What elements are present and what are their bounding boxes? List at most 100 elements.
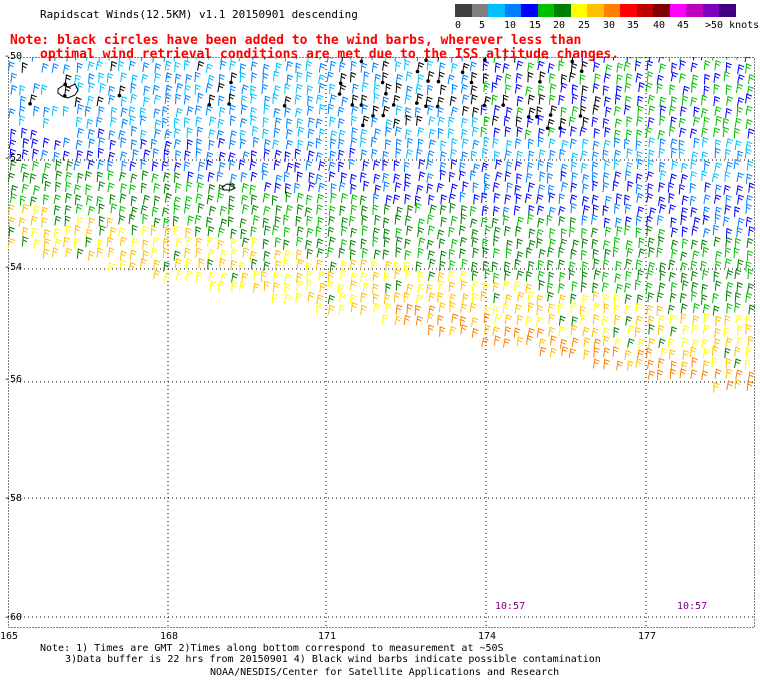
wind-barb: [283, 249, 292, 260]
wind-barb: [646, 225, 653, 237]
wind-barb: [638, 81, 645, 93]
wind-barb: [216, 171, 224, 182]
wind-barb: [275, 204, 283, 216]
wind-barb: [33, 105, 40, 117]
wind-barb: [21, 236, 29, 247]
legend-label: 30: [603, 20, 616, 31]
wind-barb: [437, 96, 445, 107]
wind-barb: [549, 238, 556, 249]
wind-barb: [184, 150, 191, 161]
wind-barb: [143, 85, 151, 96]
wind-barb: [744, 359, 751, 370]
wind-barb: [570, 202, 577, 214]
wind-barb: [491, 94, 498, 106]
wind-barb: [711, 356, 718, 368]
wind-barb: [52, 247, 59, 258]
wind-barb: [404, 193, 411, 205]
wind-barb: [659, 203, 667, 214]
wind-barb: [242, 247, 250, 258]
wind-barb: [296, 272, 303, 283]
wind-barb: [514, 57, 520, 63]
wind-barb: [693, 216, 701, 227]
wind-barb: [263, 280, 270, 292]
wind-barb: [404, 238, 412, 249]
wind-barb: [536, 205, 545, 216]
wind-barb: [404, 249, 412, 260]
wind-barb: [66, 160, 74, 171]
wind-barb: [636, 129, 643, 141]
wind-barb: [592, 358, 600, 369]
wind-barb: [623, 138, 631, 150]
wind-barb: [249, 184, 257, 195]
wind-barb: [471, 116, 478, 128]
wind-barb: [592, 140, 600, 151]
wind-barb: [557, 259, 565, 270]
wind-barb: [220, 218, 228, 228]
wind-barb: [735, 83, 744, 93]
wind-barb: [714, 59, 722, 71]
wind-barb: [714, 184, 722, 195]
wind-barb: [195, 237, 203, 248]
wind-barb: [119, 236, 127, 247]
wind-barb: [713, 236, 721, 247]
wind-barb: [736, 106, 743, 118]
wind-barb: [74, 96, 82, 107]
wind-barb: [745, 292, 753, 303]
wind-barb: [570, 152, 579, 162]
wind-barb: [96, 247, 104, 258]
wind-barb: [658, 314, 665, 326]
wind-barb: [186, 57, 192, 63]
contamination-dot: [426, 79, 430, 83]
wind-barb: [87, 205, 96, 216]
wind-barb: [504, 150, 512, 160]
wind-barb: [275, 62, 282, 73]
wind-barb: [250, 171, 258, 182]
wind-barb: [559, 127, 567, 138]
wind-barb: [714, 162, 722, 172]
wind-barb: [338, 292, 346, 302]
wind-barb: [502, 280, 511, 291]
wind-barb: [374, 184, 382, 195]
wind-barb: [569, 216, 577, 228]
wind-barb: [625, 258, 633, 269]
wind-barb: [459, 191, 466, 203]
wind-barb: [286, 118, 293, 129]
wind-barb: [141, 170, 149, 181]
wind-barb: [31, 227, 39, 238]
legend-swatch: [653, 4, 670, 17]
wind-barb: [153, 94, 162, 104]
wind-barb: [671, 160, 679, 171]
wind-barb: [613, 236, 621, 248]
wind-barb: [306, 248, 314, 259]
wind-barb: [736, 185, 744, 195]
wind-barb: [493, 292, 500, 304]
wind-barb: [96, 171, 104, 182]
wind-barb: [691, 82, 698, 93]
wind-barb: [469, 205, 477, 217]
wind-barb: [690, 206, 698, 218]
wind-barb: [634, 279, 642, 291]
wind-barb: [450, 106, 459, 117]
wind-barb: [471, 270, 479, 281]
wind-barb: [371, 116, 378, 128]
wind-barb: [251, 194, 258, 205]
wind-barb: [602, 181, 610, 193]
wind-barb: [394, 181, 402, 193]
wind-barb: [747, 283, 755, 293]
wind-barb: [603, 160, 611, 171]
wind-barb: [656, 214, 664, 226]
wind-barb: [372, 204, 379, 215]
wind-barb: [668, 337, 675, 349]
wind-barb: [98, 181, 106, 192]
wind-barb: [539, 71, 546, 82]
wind-barb: [670, 360, 677, 372]
wind-barb: [120, 151, 128, 161]
wind-barb: [163, 57, 170, 62]
wind-barb: [614, 273, 622, 283]
wind-barb: [152, 236, 160, 248]
wind-barb: [569, 194, 578, 204]
wind-barb: [118, 85, 126, 96]
wind-barb: [624, 224, 631, 236]
wind-barb: [307, 95, 314, 107]
wind-barb: [713, 72, 721, 83]
